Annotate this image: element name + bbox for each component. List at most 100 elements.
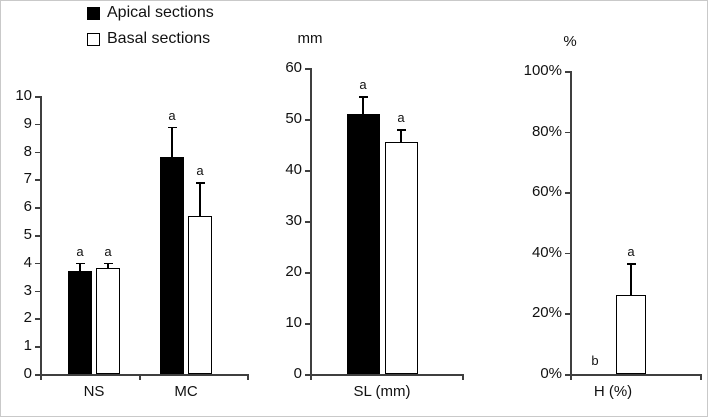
error-bar-cap <box>195 182 205 184</box>
error-bar-line <box>362 96 364 114</box>
significance-letter: a <box>104 243 112 259</box>
error-bar-cap <box>75 262 85 265</box>
x-axis-line <box>570 374 701 376</box>
y-tick-mark <box>35 207 40 209</box>
category-label: H (%) <box>593 383 633 400</box>
bar-apical <box>68 271 92 374</box>
y-tick-mark <box>305 323 310 325</box>
y-tick-label: 5 <box>23 226 32 243</box>
y-tick-label: 0% <box>540 365 562 382</box>
x-tick-mark <box>462 374 464 380</box>
category-label: NS <box>83 383 105 400</box>
y-tick-mark <box>565 252 570 255</box>
y-tick-label: 7 <box>23 170 32 188</box>
significance-letter: a <box>627 244 635 260</box>
y-axis-unit-label: % <box>563 33 577 50</box>
y-tick-mark <box>565 374 570 376</box>
y-tick-mark <box>35 262 40 265</box>
y-tick-mark <box>305 170 310 172</box>
error-bar-cap <box>358 96 368 98</box>
y-tick-label: 0 <box>23 365 32 382</box>
y-tick-mark <box>305 221 310 223</box>
y-tick-label: 8 <box>23 142 32 160</box>
y-axis-line <box>310 68 312 375</box>
y-tick-mark <box>305 68 310 70</box>
y-tick-mark <box>565 131 570 134</box>
error-bar-line <box>199 182 201 216</box>
y-tick-mark <box>35 318 40 320</box>
error-bar-cap <box>396 129 406 131</box>
y-tick-label: 100% <box>523 62 562 79</box>
y-tick-label: 9 <box>23 114 32 132</box>
x-tick-mark <box>40 374 42 380</box>
chart-legend: Apical sections Basal sections <box>87 4 214 48</box>
y-tick-label: 0 <box>293 365 302 382</box>
bar-basal <box>96 268 120 374</box>
legend-swatch-basal <box>87 32 100 46</box>
error-bar-line <box>107 262 109 269</box>
bar-apical <box>160 157 184 374</box>
error-bar-cap <box>167 126 177 129</box>
y-tick-mark <box>35 346 40 348</box>
significance-letter: a <box>196 163 204 179</box>
y-tick-mark <box>35 374 40 376</box>
legend-swatch-apical <box>87 6 100 20</box>
y-tick-mark <box>305 119 310 121</box>
error-bar-line <box>630 263 632 296</box>
legend-label-apical: Apical sections <box>107 4 214 21</box>
y-tick-label: 20 <box>285 263 302 280</box>
error-bar-cap <box>103 262 113 265</box>
y-tick-label: 4 <box>23 253 32 271</box>
legend-label-basal: Basal sections <box>107 30 211 47</box>
bar-basal <box>384 141 418 374</box>
y-tick-mark <box>35 179 40 181</box>
bar-basal <box>616 295 646 374</box>
significance-letter: a <box>397 110 405 126</box>
y-tick-label: 1 <box>23 337 32 355</box>
y-axis-line <box>40 96 42 375</box>
y-tick-mark <box>35 290 40 293</box>
y-tick-mark <box>305 272 310 274</box>
y-tick-label: 20% <box>531 304 562 322</box>
y-tick-mark <box>35 123 40 126</box>
x-axis-line <box>310 374 463 376</box>
y-tick-label: 2 <box>23 309 32 327</box>
y-tick-mark <box>565 313 570 315</box>
significance-letter: a <box>359 77 367 93</box>
legend-item-apical: Apical sections <box>87 4 214 22</box>
error-bar-line <box>79 262 81 272</box>
x-tick-mark <box>700 374 702 380</box>
y-tick-label: 10 <box>285 314 302 331</box>
y-tick-mark <box>565 71 570 73</box>
significance-letter: a <box>168 107 176 123</box>
significance-letter: a <box>76 243 84 259</box>
y-tick-mark <box>35 235 40 237</box>
category-label: MC <box>174 383 198 400</box>
y-tick-label: 40 <box>285 161 302 178</box>
y-tick-label: 50 <box>285 110 302 127</box>
y-tick-mark <box>305 374 310 376</box>
y-tick-label: 10 <box>15 87 32 104</box>
error-bar-line <box>400 129 402 142</box>
y-tick-label: 6 <box>23 198 32 216</box>
y-tick-label: 3 <box>23 281 32 299</box>
y-axis-unit-label: mm <box>297 30 323 47</box>
y-tick-label: 30 <box>285 212 302 229</box>
x-tick-mark <box>139 374 141 380</box>
error-bar-cap <box>626 263 636 265</box>
y-axis-line <box>570 71 572 375</box>
x-tick-mark <box>310 374 312 380</box>
y-tick-label: 40% <box>531 243 562 261</box>
y-tick-mark <box>35 96 40 98</box>
category-label: SL (mm) <box>353 383 411 400</box>
y-tick-mark <box>565 192 570 194</box>
y-tick-label: 60% <box>531 183 562 201</box>
error-bar-line <box>171 126 173 158</box>
legend-item-basal: Basal sections <box>87 30 214 48</box>
x-tick-mark <box>247 374 249 380</box>
bar-apical <box>346 113 380 374</box>
significance-letter: b <box>591 353 599 368</box>
x-tick-mark <box>570 374 572 380</box>
